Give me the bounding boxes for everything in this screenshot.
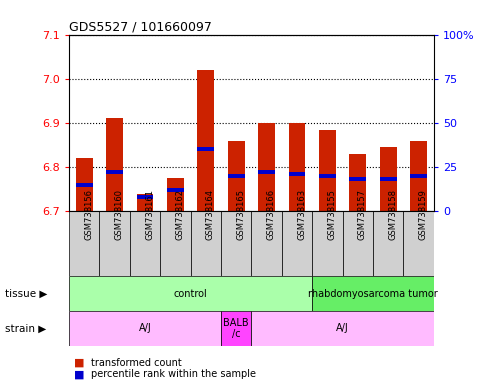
Text: GSM738155: GSM738155 xyxy=(327,189,336,240)
Text: transformed count: transformed count xyxy=(91,358,182,368)
Bar xyxy=(350,154,366,211)
Bar xyxy=(167,178,184,211)
Bar xyxy=(282,211,312,276)
Bar xyxy=(106,170,123,174)
Text: ■: ■ xyxy=(74,358,84,368)
Bar xyxy=(403,211,434,276)
Bar xyxy=(380,177,396,181)
Bar xyxy=(198,70,214,211)
Text: GSM738164: GSM738164 xyxy=(206,189,215,240)
Text: BALB
/c: BALB /c xyxy=(223,318,249,339)
Text: GSM738163: GSM738163 xyxy=(297,189,306,240)
Text: A/J: A/J xyxy=(336,323,349,333)
Bar xyxy=(69,311,221,346)
Text: GSM738162: GSM738162 xyxy=(176,189,184,240)
Bar xyxy=(69,276,312,311)
Bar xyxy=(106,118,123,211)
Bar xyxy=(160,211,191,276)
Text: GSM738166: GSM738166 xyxy=(267,189,276,240)
Bar xyxy=(137,195,153,199)
Bar xyxy=(258,123,275,211)
Bar xyxy=(130,211,160,276)
Bar xyxy=(221,311,251,346)
Text: ■: ■ xyxy=(74,369,84,379)
Bar xyxy=(221,211,251,276)
Bar xyxy=(167,188,184,192)
Text: GSM738165: GSM738165 xyxy=(236,189,245,240)
Text: GSM738157: GSM738157 xyxy=(358,189,367,240)
Bar xyxy=(191,211,221,276)
Bar xyxy=(251,211,282,276)
Text: control: control xyxy=(174,289,208,299)
Text: GDS5527 / 101660097: GDS5527 / 101660097 xyxy=(69,20,212,33)
Bar xyxy=(228,174,245,178)
Text: percentile rank within the sample: percentile rank within the sample xyxy=(91,369,256,379)
Bar xyxy=(228,141,245,211)
Text: rhabdomyosarcoma tumor: rhabdomyosarcoma tumor xyxy=(308,289,438,299)
Bar xyxy=(380,147,396,211)
Bar xyxy=(289,172,305,176)
Bar xyxy=(137,194,153,211)
Bar xyxy=(289,123,305,211)
Bar xyxy=(319,174,336,178)
Bar xyxy=(100,211,130,276)
Text: strain ▶: strain ▶ xyxy=(5,323,46,333)
Bar xyxy=(410,141,427,211)
Text: GSM738156: GSM738156 xyxy=(84,189,93,240)
Bar xyxy=(251,311,434,346)
Text: A/J: A/J xyxy=(139,323,151,333)
Bar xyxy=(319,129,336,211)
Bar xyxy=(312,211,343,276)
Bar xyxy=(410,174,427,178)
Bar xyxy=(258,170,275,174)
Bar xyxy=(76,183,93,187)
Bar xyxy=(373,211,403,276)
Text: GSM738159: GSM738159 xyxy=(419,189,427,240)
Bar xyxy=(76,158,93,211)
Bar xyxy=(312,276,434,311)
Text: GSM738158: GSM738158 xyxy=(388,189,397,240)
Bar xyxy=(343,211,373,276)
Text: GSM738161: GSM738161 xyxy=(145,189,154,240)
Bar xyxy=(69,211,100,276)
Text: GSM738160: GSM738160 xyxy=(114,189,124,240)
Bar xyxy=(350,177,366,181)
Bar xyxy=(198,147,214,151)
Text: tissue ▶: tissue ▶ xyxy=(5,289,47,299)
